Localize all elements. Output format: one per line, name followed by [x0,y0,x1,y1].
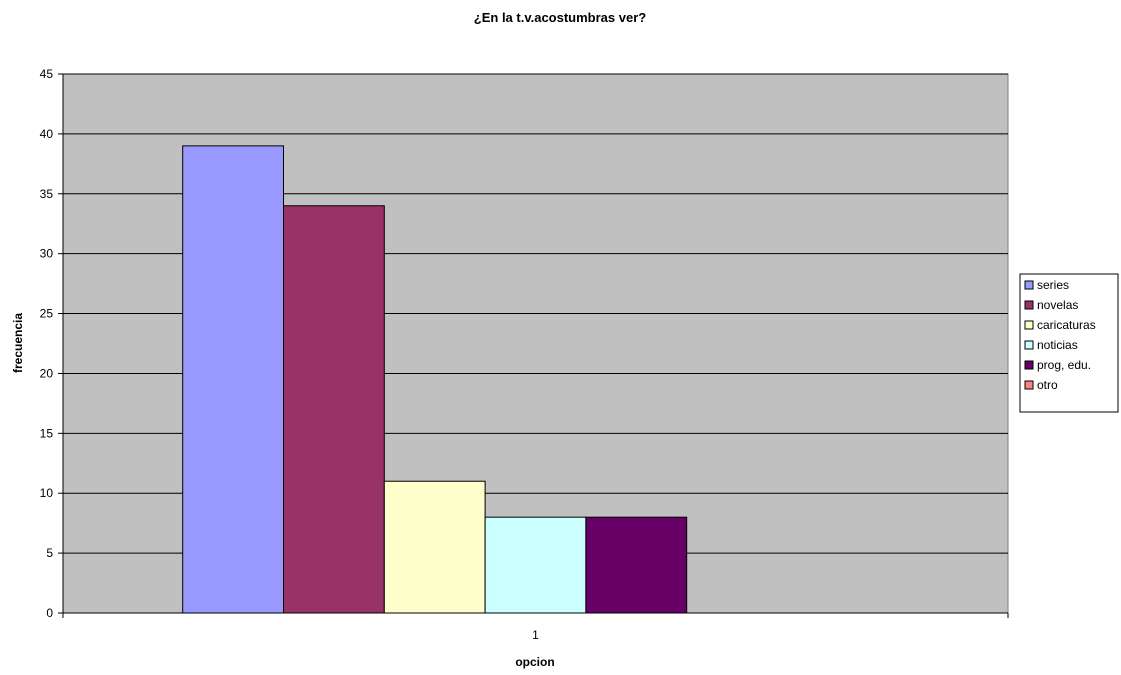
bars [182,145,688,614]
y-tick-label: 10 [40,486,54,500]
legend-swatch [1024,360,1034,370]
bar-series [182,145,284,614]
y-tick-label: 5 [46,546,53,560]
y-tick-label: 30 [40,247,54,261]
y-tick-label: 20 [40,366,54,380]
legend-label: caricaturas [1037,318,1096,332]
legend-label: prog, edu. [1037,358,1091,372]
y-axis-title: frecuencia [11,313,25,373]
legend-label: series [1037,278,1069,292]
y-tick-label: 25 [40,307,54,321]
x-tick-label: 1 [532,628,539,642]
legend-box [1019,273,1119,413]
y-axis-ticks: 0 5 10 15 20 25 30 35 40 45 [40,67,63,620]
bar-caricaturas [383,480,486,614]
legend-label: otro [1037,378,1058,392]
y-tick-label: 0 [46,606,53,620]
y-tick-label: 40 [40,127,54,141]
x-axis-title: opcion [515,655,554,669]
legend-label: novelas [1037,298,1078,312]
chart-title: ¿En la t.v.acostumbras ver? [474,10,646,25]
y-tick-label: 35 [40,187,54,201]
legend: series novelas caricaturas noticias prog, ed… [1019,273,1119,413]
bar-noticias [484,516,587,614]
legend-swatch [1024,280,1034,290]
bar-prog-edu [585,516,688,614]
bar-novelas [283,205,385,614]
legend-swatch [1024,300,1034,310]
y-tick-label: 45 [40,67,54,81]
legend-swatch [1024,320,1034,330]
legend-swatch [1024,380,1034,390]
x-axis-ticks: 1 [62,613,1009,642]
legend-swatch [1024,340,1034,350]
y-tick-label: 15 [40,426,54,440]
legend-label: noticias [1037,338,1078,352]
